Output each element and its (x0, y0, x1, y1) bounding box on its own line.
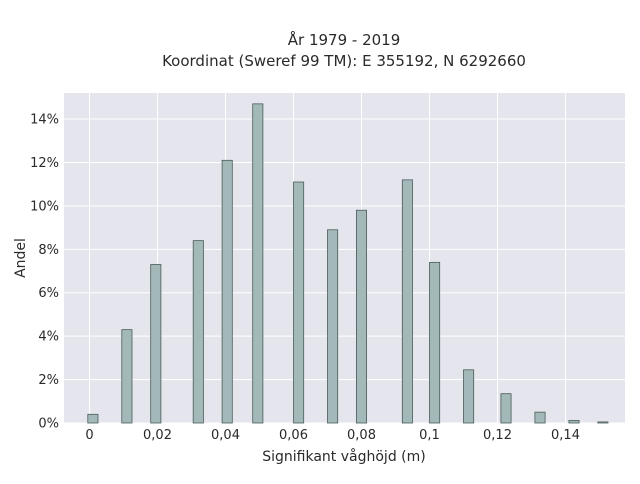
x-tick-label: 0,14 (551, 428, 580, 443)
y-tick-label: 10% (30, 199, 59, 214)
bar (293, 181, 305, 424)
y-tick-label: 2% (38, 373, 59, 388)
x-tick-label: 0,1 (419, 428, 440, 443)
bar (327, 229, 339, 424)
y-tick-label: 14% (30, 113, 59, 128)
x-tick-label: 0,06 (279, 428, 308, 443)
bar (568, 419, 580, 424)
bar (150, 264, 162, 424)
bar (534, 411, 546, 424)
bar (192, 240, 204, 424)
y-tick-label: 4% (38, 330, 59, 345)
y-tick-label: 12% (30, 156, 59, 171)
bars (87, 103, 609, 424)
plot-area (64, 93, 625, 423)
bar (355, 209, 367, 424)
bar (87, 413, 99, 424)
x-tick-label: 0,04 (211, 428, 240, 443)
bar (500, 393, 512, 424)
bar (429, 261, 441, 424)
bar (401, 179, 413, 424)
chart-title-line1: År 1979 - 2019 (288, 30, 401, 49)
y-tick-label: 0% (38, 417, 59, 432)
bar (463, 369, 475, 424)
x-tick-label: 0 (85, 428, 93, 443)
x-tick-label: 0,12 (483, 428, 512, 443)
bar (221, 159, 233, 424)
bar (121, 329, 133, 424)
x-axis-ticks: 0 0,02 0,04 0,06 0,08 0,1 0,12 0,14 (85, 428, 580, 443)
y-axis-ticks: 0% 2% 4% 6% 8% 10% 12% 14% (30, 113, 59, 432)
y-tick-label: 6% (38, 286, 59, 301)
y-axis-label: Andel (13, 238, 29, 278)
x-axis-label: Signifikant våghöjd (m) (262, 448, 425, 465)
bar (597, 421, 609, 424)
chart-title-line2: Koordinat (Sweref 99 TM): E 355192, N 62… (162, 52, 526, 70)
x-tick-label: 0,02 (143, 428, 172, 443)
y-tick-label: 8% (38, 243, 59, 258)
bar (252, 103, 264, 424)
x-tick-label: 0,08 (347, 428, 376, 443)
